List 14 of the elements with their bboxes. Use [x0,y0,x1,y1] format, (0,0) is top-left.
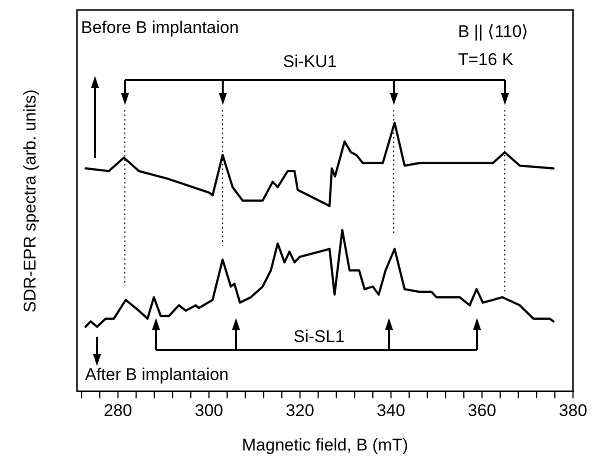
x-tick-label: 340 [376,401,406,420]
text: T=16 K [458,50,514,70]
x-tick-label: 320 [286,401,314,420]
annotation: Si-SL1 [294,327,345,347]
x-tick-label: 300 [194,401,224,420]
annotation: After B implantaion [85,365,229,386]
text: Before B implantaion [81,18,239,38]
x-axis-title: Magnetic field, B (mT) [242,435,408,454]
x-tick-label: 360 [468,401,496,420]
text: B || ⟨110⟩ [458,22,529,42]
y-axis-title: SDR-EPR spectra (arb. units) [20,89,40,312]
x-tick-label: 380 [558,401,588,420]
x-tick-label: 280 [104,401,132,420]
text: Si-KU1 [283,52,337,72]
